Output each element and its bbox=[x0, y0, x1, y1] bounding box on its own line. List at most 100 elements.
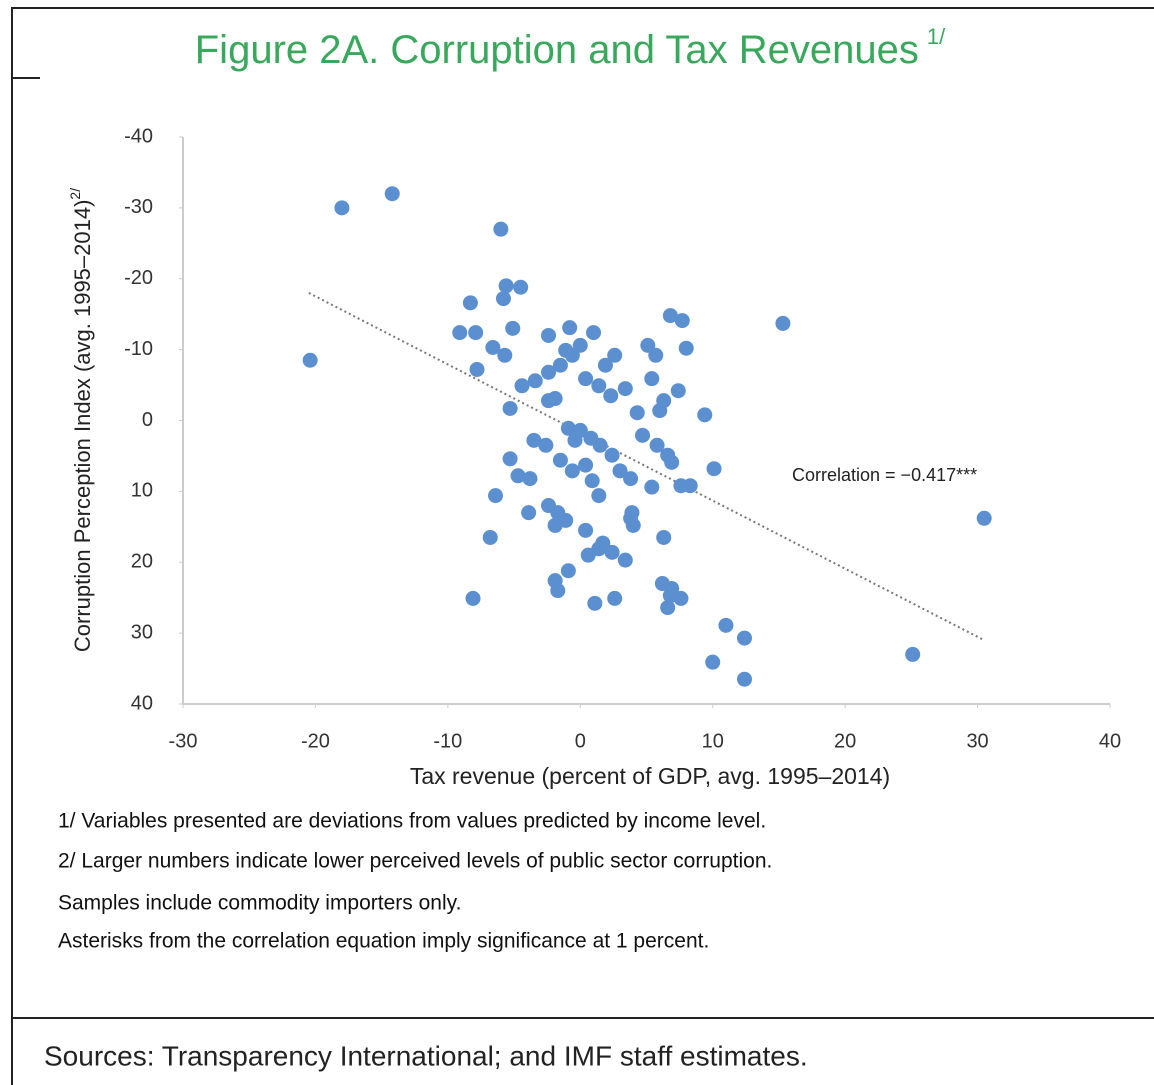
point bbox=[664, 580, 680, 596]
note: 1/ Variables presented are deviations fr… bbox=[58, 810, 766, 833]
note: Asterisks from the correlation equation … bbox=[58, 930, 709, 953]
point bbox=[552, 357, 568, 373]
point bbox=[629, 405, 645, 421]
point bbox=[673, 590, 689, 606]
point bbox=[635, 427, 651, 443]
point bbox=[607, 590, 623, 606]
point bbox=[526, 432, 542, 448]
y-tick-label: 40 bbox=[131, 692, 153, 714]
x-tick-label: 30 bbox=[966, 730, 988, 752]
point bbox=[706, 461, 722, 477]
point bbox=[572, 337, 588, 353]
point bbox=[522, 471, 538, 487]
point bbox=[617, 552, 633, 568]
point bbox=[617, 381, 633, 397]
y-tick-label: 10 bbox=[131, 480, 153, 502]
point bbox=[578, 522, 594, 538]
point bbox=[697, 407, 713, 423]
y-tick-label: -10 bbox=[124, 338, 153, 360]
point bbox=[584, 473, 600, 489]
point bbox=[623, 510, 639, 526]
point bbox=[674, 313, 690, 329]
point bbox=[705, 654, 721, 670]
point bbox=[465, 590, 481, 606]
point bbox=[649, 437, 665, 453]
point bbox=[607, 347, 623, 363]
point bbox=[591, 488, 607, 504]
title-note: 1/ bbox=[927, 24, 946, 49]
point bbox=[560, 563, 576, 579]
point bbox=[547, 517, 563, 533]
point bbox=[775, 315, 791, 331]
point bbox=[514, 378, 530, 394]
x-tick-label: 40 bbox=[1099, 730, 1121, 752]
point bbox=[493, 221, 509, 237]
point bbox=[550, 583, 566, 599]
point bbox=[452, 325, 468, 341]
point bbox=[595, 535, 611, 551]
y-label-text: Corruption Perception Index (avg. 1995–2… bbox=[70, 200, 95, 653]
point bbox=[736, 671, 752, 687]
point bbox=[644, 479, 660, 495]
point bbox=[736, 630, 752, 646]
annotation: Correlation = −0.417*** bbox=[792, 465, 977, 485]
point bbox=[578, 457, 594, 473]
point bbox=[604, 544, 620, 560]
y-tick-label: 30 bbox=[131, 621, 153, 643]
y-tick-label: -40 bbox=[124, 125, 153, 147]
point bbox=[648, 347, 664, 363]
point bbox=[682, 478, 698, 494]
point bbox=[662, 308, 678, 324]
point bbox=[560, 420, 576, 436]
point bbox=[670, 383, 686, 399]
point bbox=[591, 378, 607, 394]
point bbox=[586, 325, 602, 341]
point bbox=[562, 320, 578, 336]
point bbox=[469, 361, 485, 377]
point bbox=[538, 437, 554, 453]
point bbox=[592, 437, 608, 453]
point bbox=[612, 463, 628, 479]
y-tick-label: 0 bbox=[142, 409, 153, 431]
point bbox=[502, 400, 518, 416]
point bbox=[678, 340, 694, 356]
point bbox=[664, 454, 680, 470]
y-label-note: 2/ bbox=[67, 188, 83, 200]
note: 2/ Larger numbers indicate lower perceiv… bbox=[58, 850, 772, 873]
chart-title: Figure 2A. Corruption and Tax Revenues 1/ bbox=[195, 24, 946, 72]
point bbox=[541, 364, 557, 380]
point bbox=[660, 600, 676, 616]
point bbox=[502, 451, 518, 467]
x-tick-label: 0 bbox=[575, 730, 586, 752]
point bbox=[334, 200, 350, 216]
point bbox=[656, 529, 672, 545]
point bbox=[567, 432, 583, 448]
x-tick-label: -10 bbox=[433, 730, 462, 752]
frame bbox=[11, 7, 1154, 1085]
point bbox=[302, 352, 318, 368]
point bbox=[644, 371, 660, 387]
x-axis-label: Tax revenue (percent of GDP, avg. 1995–2… bbox=[410, 763, 890, 789]
point bbox=[527, 373, 543, 389]
point bbox=[587, 595, 603, 611]
point bbox=[498, 278, 514, 294]
point bbox=[384, 186, 400, 202]
point bbox=[488, 488, 504, 504]
point bbox=[482, 529, 498, 545]
point bbox=[976, 510, 992, 526]
point bbox=[505, 320, 521, 336]
point bbox=[521, 505, 537, 521]
point bbox=[462, 295, 478, 311]
point bbox=[541, 393, 557, 409]
point bbox=[497, 347, 513, 363]
point bbox=[578, 371, 594, 387]
point bbox=[604, 447, 620, 463]
y-tick-label: -30 bbox=[124, 196, 153, 218]
point bbox=[510, 468, 526, 484]
point bbox=[905, 646, 921, 662]
trend-line bbox=[308, 292, 985, 642]
y-tick-label: -20 bbox=[124, 267, 153, 289]
point bbox=[513, 279, 529, 295]
point bbox=[468, 325, 484, 341]
